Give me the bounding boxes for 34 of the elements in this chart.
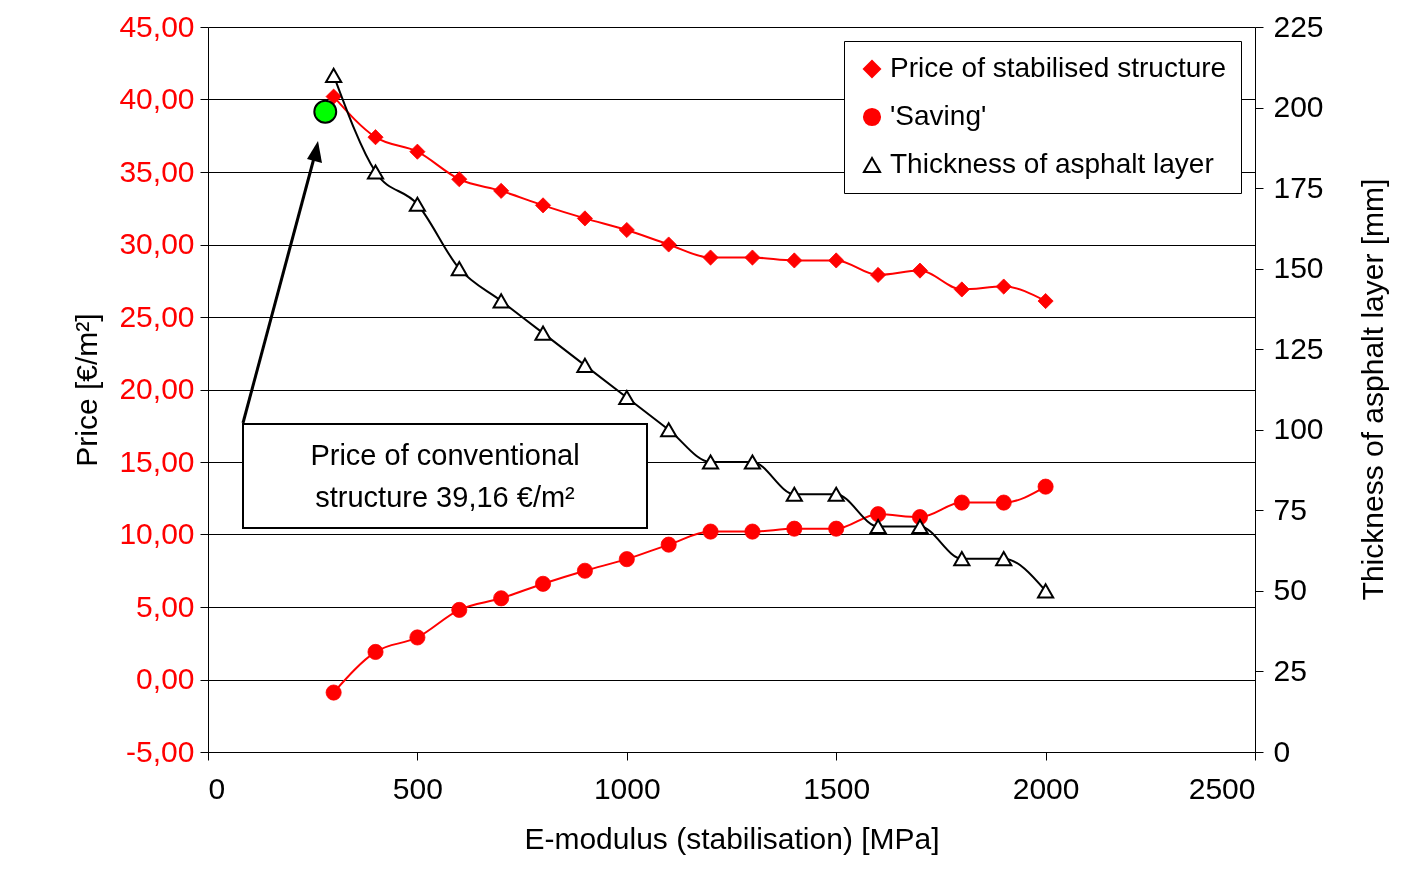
legend-label: Thickness of asphalt layer	[890, 148, 1214, 179]
y-tick-label: 5,00	[136, 589, 195, 623]
y-tick-label: 35,00	[119, 154, 195, 188]
x-axis-title: E-modulus (stabilisation) [MPa]	[524, 821, 940, 855]
note-box: Price of conventional structure 39,16 €/m²	[242, 423, 648, 529]
x-tick-label: 2500	[1188, 771, 1256, 805]
y-tick-label: -5,00	[126, 734, 195, 768]
y-tick-label: 30,00	[119, 227, 195, 260]
y2-tick-label: 175	[1273, 170, 1324, 204]
y-tick-label: 45,00	[119, 9, 195, 43]
legend-label: 'Saving'	[890, 100, 987, 131]
y-tick-label: 20,00	[119, 372, 195, 405]
x-tick-label: 1500	[803, 771, 871, 805]
y2-tick-label: 200	[1273, 90, 1324, 124]
y2-tick-label: 50	[1273, 573, 1307, 607]
y2-axis-title: Thickness of asphalt layer [mm]	[1355, 178, 1389, 601]
x-tick-label: 500	[392, 771, 443, 805]
y2-tick-label: 25	[1273, 653, 1307, 687]
y-tick-label: 40,00	[119, 82, 195, 115]
y-tick-label: 15,00	[119, 444, 195, 478]
y-tick-label: 0,00	[136, 662, 195, 695]
y2-tick-label: 225	[1273, 9, 1324, 43]
legend-label: Price of stabilised structure	[890, 52, 1227, 83]
y2-tick-label: 125	[1273, 331, 1324, 365]
x-tick-label: 1000	[593, 771, 661, 805]
x-tick-label: 0	[208, 771, 226, 805]
y-axis-title: Price [€/m²]	[70, 313, 104, 467]
y2-tick-label: 150	[1273, 251, 1324, 285]
y2-tick-label: 0	[1273, 734, 1291, 768]
y-tick-label: 10,00	[119, 517, 195, 550]
x-tick-label: 2000	[1012, 771, 1080, 805]
y2-tick-label: 75	[1273, 492, 1307, 526]
y-tick-label: 25,00	[119, 299, 195, 333]
y2-tick-label: 100	[1273, 412, 1324, 446]
